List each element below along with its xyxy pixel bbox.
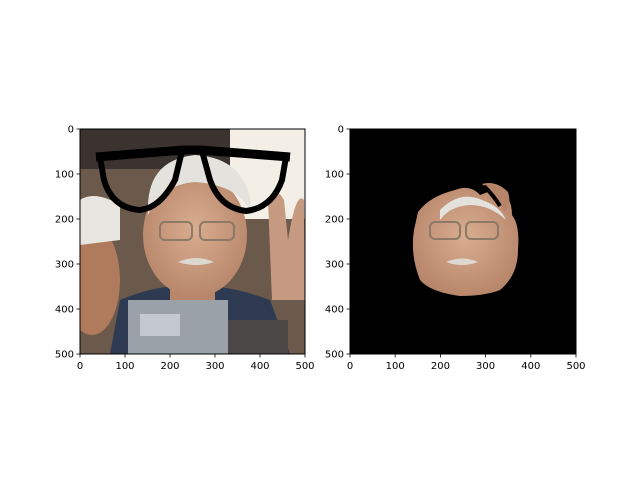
right-y-tick-label: 200 (325, 215, 344, 226)
man-real-glasses-right (199, 221, 235, 241)
left-x-tick-label: 100 (115, 361, 134, 372)
right-y-tick-label: 400 (325, 305, 344, 316)
man-mustache (178, 258, 214, 265)
man-hair (147, 155, 252, 215)
left-x-tick-label: 200 (160, 361, 179, 372)
mask-real-glasses-right (465, 221, 499, 240)
raised-hand (268, 192, 305, 300)
mask-hair-region (440, 196, 506, 220)
right-y-tick-label: 500 (325, 350, 344, 361)
man-face (143, 173, 247, 297)
camera-lens (140, 314, 180, 336)
camera-body (228, 320, 288, 354)
right-masked-image (350, 129, 576, 354)
left-y-tick-label: 200 (55, 215, 74, 226)
left-y-tick-label: 100 (55, 170, 74, 181)
left-y-tick-label: 300 (55, 260, 74, 271)
left-photo (80, 129, 305, 354)
overlay-glasses-right-lens (199, 148, 289, 214)
left-person-headscarf (80, 196, 120, 245)
left-x-tick-label: 400 (250, 361, 269, 372)
right-x-tick-label: 100 (386, 361, 405, 372)
mask-glasses-fragment (482, 184, 502, 208)
right-y-tick-label: 100 (325, 170, 344, 181)
right-y-tick-label: 0 (338, 125, 344, 136)
right-x-tick-label: 300 (476, 361, 495, 372)
right-axes-frame (349, 128, 577, 355)
left-y-tick-label: 500 (55, 350, 74, 361)
mask-real-glasses-left (429, 221, 461, 240)
right-x-tick-label: 400 (521, 361, 540, 372)
right-x-tick-label: 500 (566, 361, 585, 372)
mask-mustache (446, 258, 478, 265)
right-x-tick-label: 200 (431, 361, 450, 372)
left-axes-frame (79, 128, 306, 355)
left-x-tick-label: 300 (205, 361, 224, 372)
left-x-tick-label: 500 (295, 361, 314, 372)
left-y-tick-label: 400 (55, 305, 74, 316)
overlay-eyeglasses (95, 145, 291, 214)
right-y-tick-label: 300 (325, 260, 344, 271)
mask-top-fragment (482, 183, 510, 212)
left-y-tick-label: 0 (68, 125, 74, 136)
mask-face-region (412, 187, 519, 296)
overlay-glasses-left-lens (97, 148, 185, 213)
left-person-face (80, 225, 120, 335)
left-x-tick-label: 0 (77, 361, 83, 372)
overlay-glasses-brow-bar (95, 145, 291, 162)
right-x-tick-label: 0 (347, 361, 353, 372)
man-real-glasses-left (159, 221, 193, 241)
